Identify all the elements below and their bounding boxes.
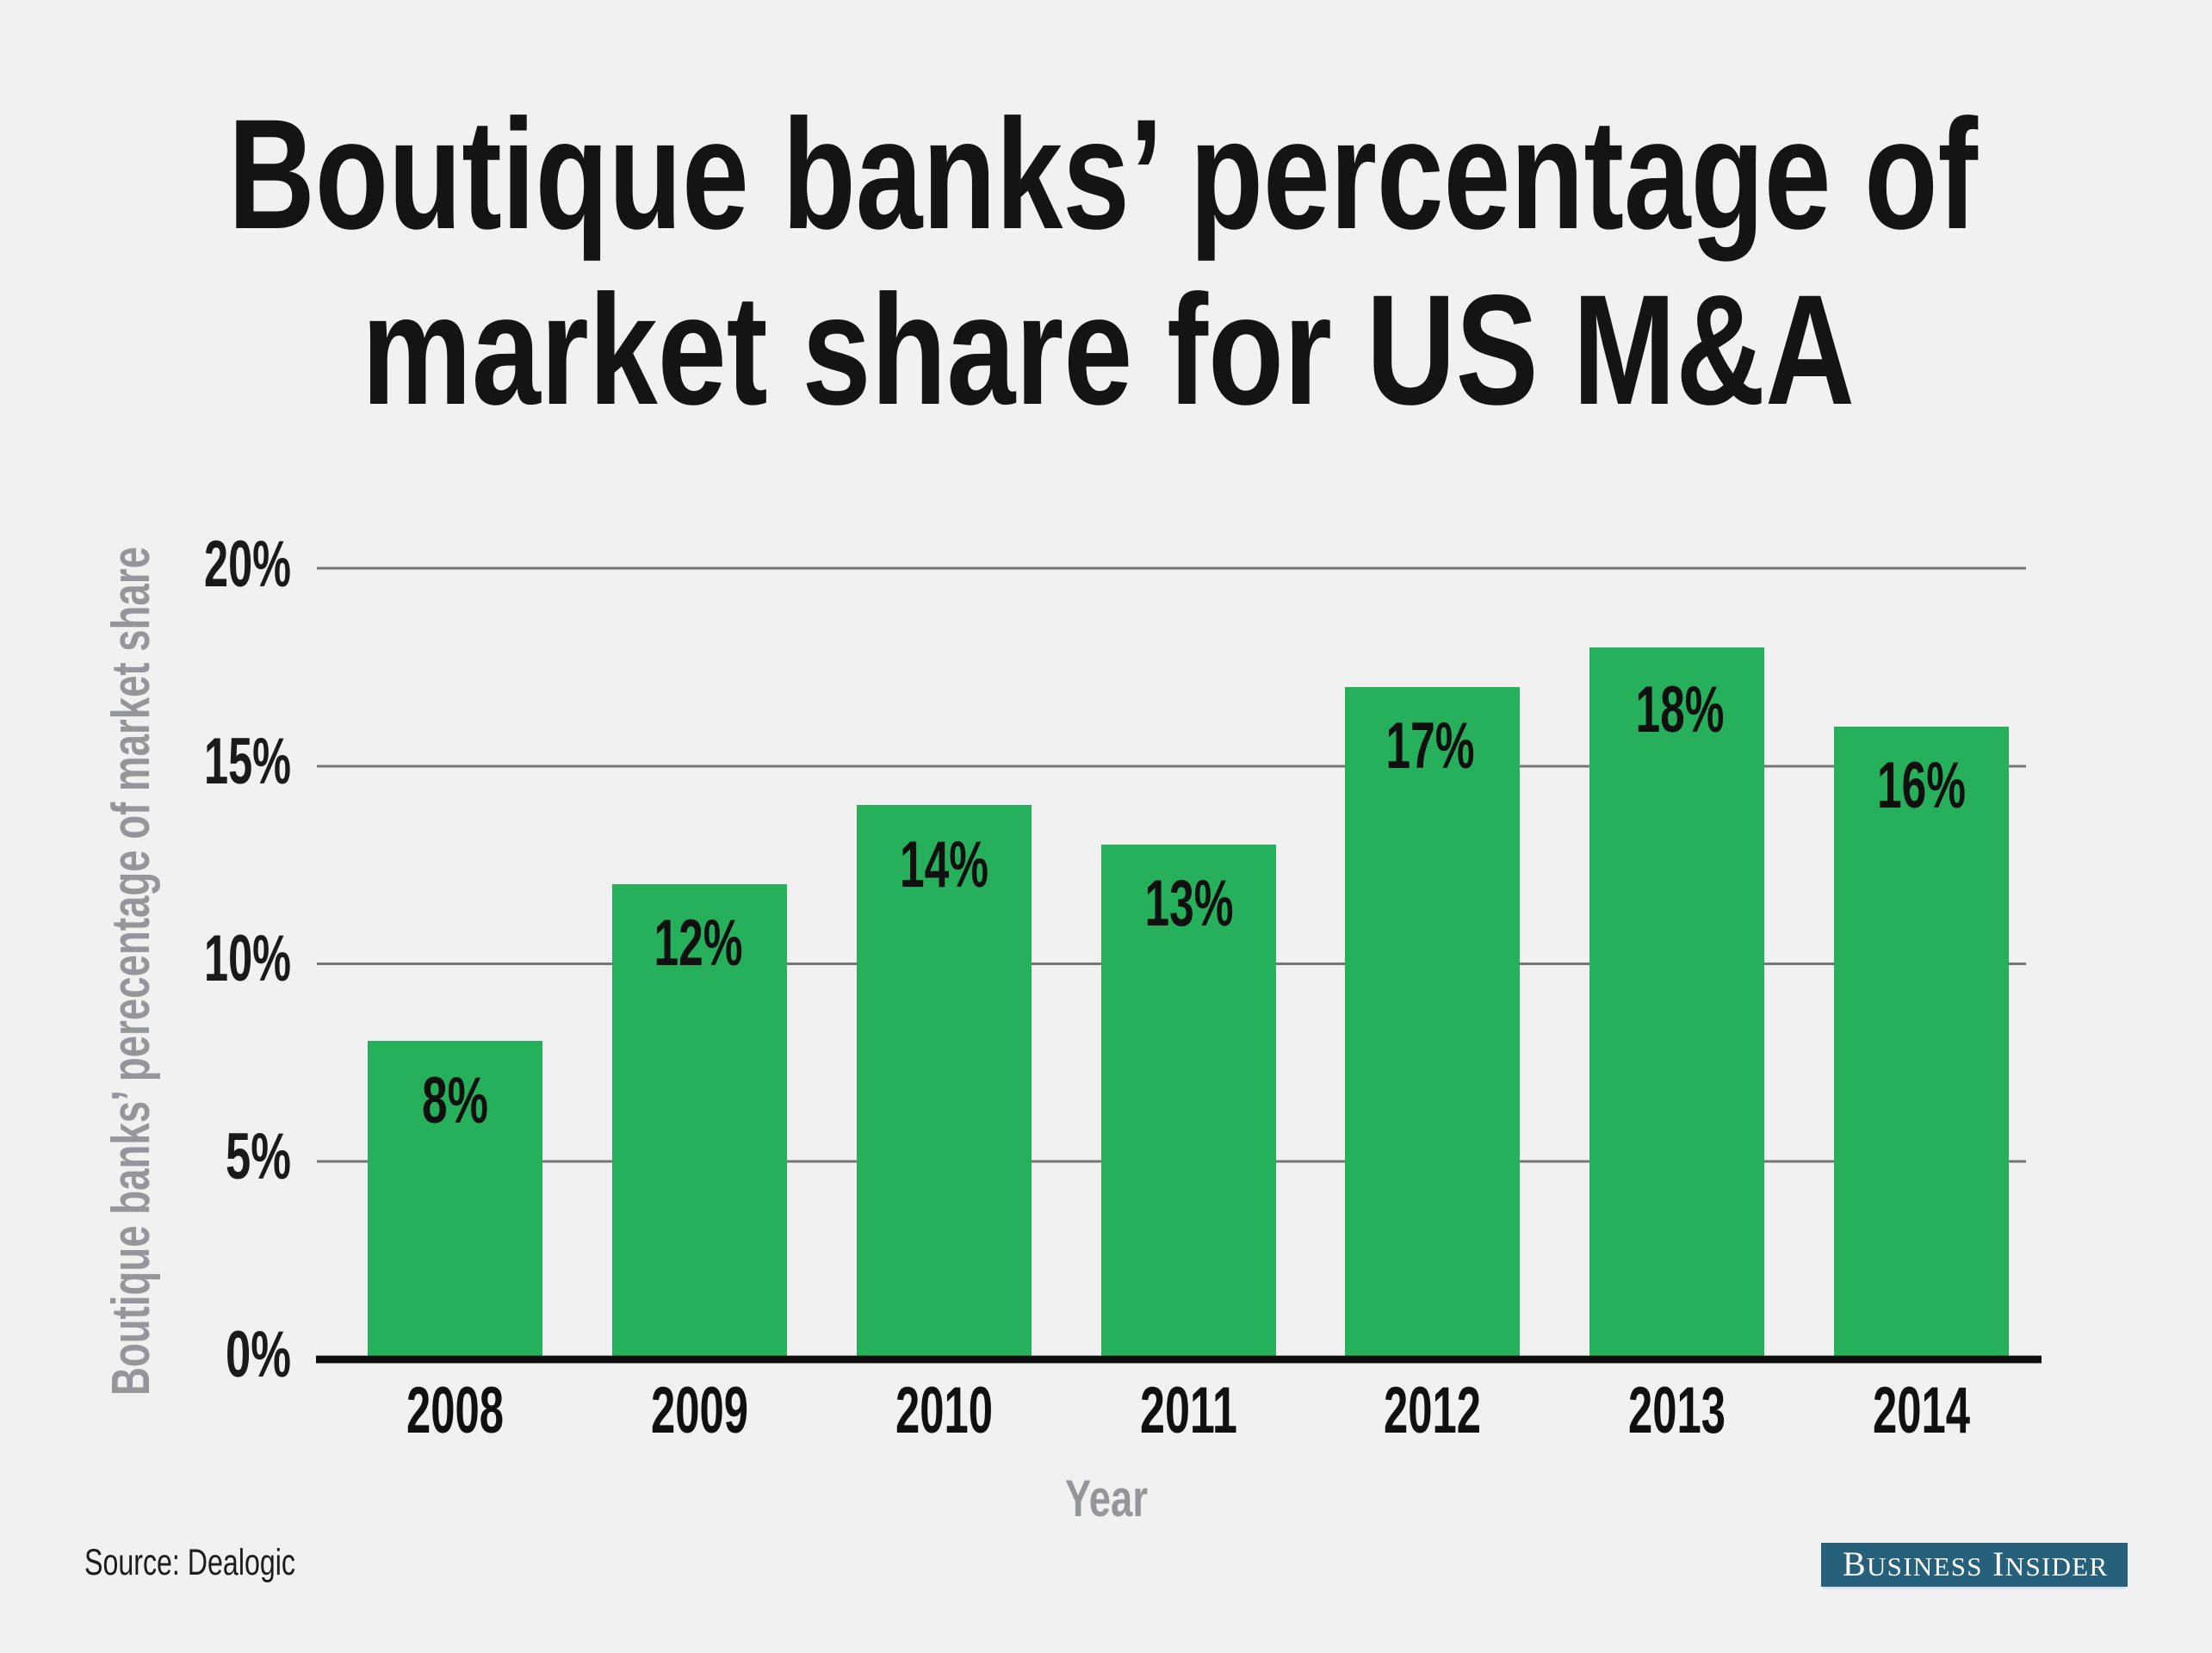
svg-text:8%: 8%	[422, 1064, 488, 1137]
svg-text:2011: 2011	[1140, 1374, 1237, 1447]
svg-text:2008: 2008	[406, 1374, 504, 1447]
svg-text:Boutique banks’ perecentage of: Boutique banks’ perecentage of market sh…	[102, 547, 161, 1396]
svg-text:market share for US M&A: market share for US M&A	[362, 262, 1855, 437]
svg-text:13%: 13%	[1145, 867, 1234, 940]
svg-text:0%: 0%	[226, 1318, 291, 1391]
svg-text:10%: 10%	[204, 922, 291, 995]
svg-text:14%: 14%	[900, 828, 988, 901]
svg-text:5%: 5%	[226, 1120, 291, 1193]
svg-text:17%: 17%	[1386, 709, 1475, 783]
svg-text:2012: 2012	[1384, 1374, 1481, 1447]
svg-text:2010: 2010	[895, 1374, 993, 1447]
svg-text:Source: Dealogic: Source: Dealogic	[84, 1542, 295, 1583]
svg-text:18%: 18%	[1636, 673, 1725, 746]
svg-text:12%: 12%	[654, 907, 743, 980]
svg-text:BUSINESS INSIDER: BUSINESS INSIDER	[1843, 1545, 2109, 1583]
svg-text:Year: Year	[1065, 1470, 1148, 1527]
svg-text:Boutique banks’ percentage of: Boutique banks’ percentage of	[228, 86, 1978, 262]
svg-text:2009: 2009	[651, 1374, 748, 1447]
svg-text:2013: 2013	[1628, 1374, 1726, 1447]
svg-text:2014: 2014	[1873, 1374, 1970, 1447]
svg-text:16%: 16%	[1877, 749, 1966, 822]
svg-text:20%: 20%	[204, 528, 291, 601]
svg-text:15%: 15%	[204, 725, 291, 798]
